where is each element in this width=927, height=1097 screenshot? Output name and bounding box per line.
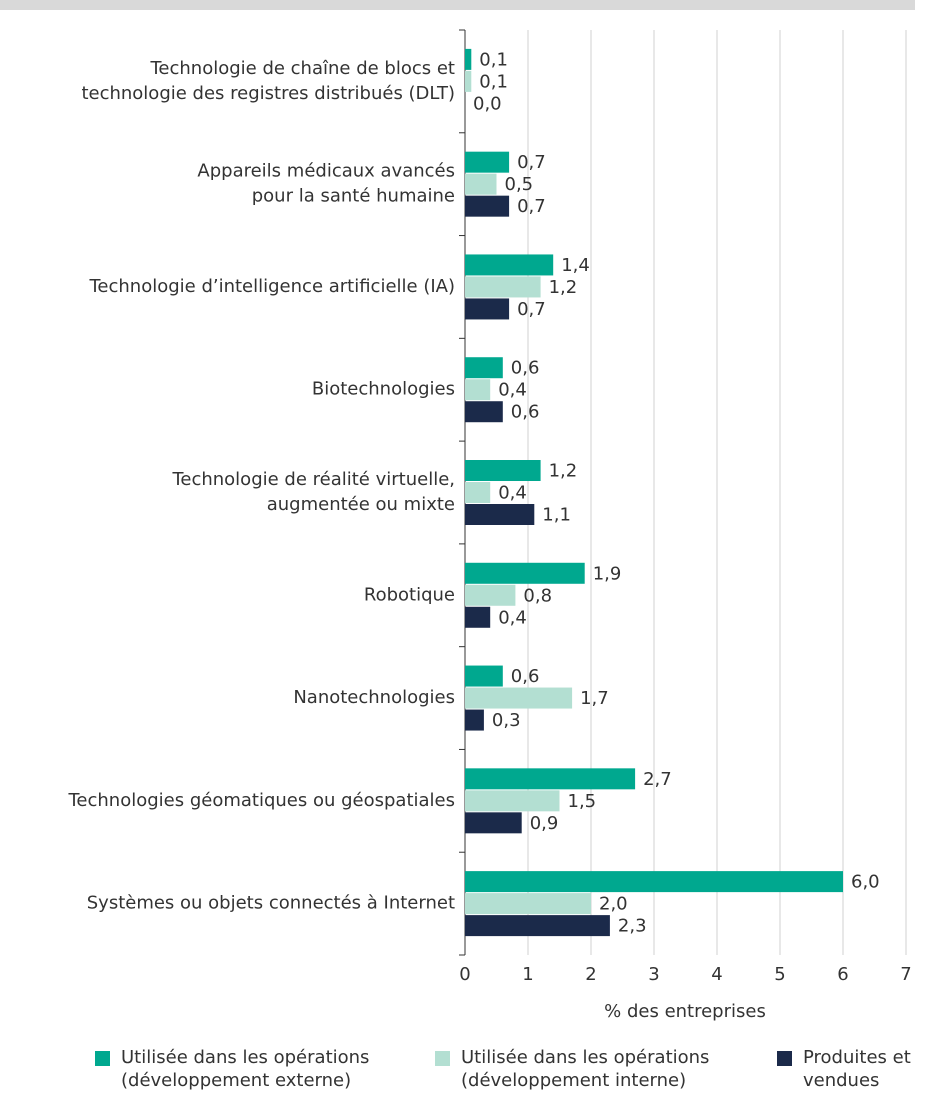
value-label: 0,4 [498, 607, 527, 628]
bar [465, 276, 541, 298]
category-label: augmentée ou mixte [267, 494, 455, 515]
bar [465, 173, 497, 195]
bar [465, 790, 560, 812]
category-label: Technologie de chaîne de blocs et [149, 58, 455, 79]
category-label: Appareils médicaux avancés [197, 161, 455, 182]
value-label: 1,4 [561, 255, 590, 276]
bar [465, 482, 491, 503]
x-axis-label: % des entreprises [604, 1001, 766, 1022]
category-label: technologie des registres distribués (DL… [81, 83, 455, 104]
bar [465, 915, 610, 937]
value-label: 1,7 [580, 688, 609, 709]
value-label: 0,8 [523, 585, 552, 606]
value-label: 0,5 [505, 174, 534, 195]
value-label: 0,7 [517, 152, 546, 173]
category-label: Technologies géomatiques ou géospatiales [67, 790, 455, 811]
category-label: Nanotechnologies [293, 687, 455, 708]
bar [465, 893, 591, 915]
value-label: 6,0 [851, 872, 880, 893]
bar [465, 709, 484, 731]
bar [465, 562, 585, 584]
value-label: 2,7 [643, 769, 672, 790]
x-tick-label: 3 [648, 964, 659, 985]
x-tick-label: 5 [774, 964, 785, 985]
x-tick-label: 0 [459, 964, 470, 985]
value-label: 1,1 [542, 505, 571, 526]
bar [465, 254, 554, 276]
value-label: 0,0 [473, 93, 502, 114]
bar [465, 151, 510, 173]
legend-entry: Utilisée dans les opérations (développem… [435, 1046, 746, 1092]
category-label: Systèmes ou objets connectés à Internet [87, 893, 455, 914]
bar [465, 195, 510, 217]
bar [465, 606, 491, 628]
bar [465, 48, 472, 70]
bar [465, 504, 535, 525]
value-label: 2,3 [618, 916, 647, 937]
bar [465, 401, 503, 423]
x-tick-label: 7 [900, 964, 911, 985]
category-label: pour la santé humaine [252, 186, 455, 207]
value-label: 0,4 [498, 483, 527, 504]
value-label: 1,9 [593, 563, 622, 584]
value-label: 0,6 [511, 402, 540, 423]
x-tick-label: 2 [585, 964, 596, 985]
bar [465, 768, 636, 790]
bar [465, 665, 503, 687]
value-label: 0,9 [530, 813, 559, 834]
category-label: Robotique [364, 584, 455, 605]
value-label: 0,1 [479, 71, 508, 92]
x-tick-label: 6 [837, 964, 848, 985]
value-label: 2,0 [599, 894, 628, 915]
value-label: 1,2 [549, 461, 578, 482]
value-label: 0,7 [517, 196, 546, 217]
legend-label: Produites et vendues [803, 1047, 911, 1091]
legend-swatch [777, 1051, 792, 1066]
value-label: 0,3 [492, 710, 521, 731]
legend-label: Utilisée dans les opérations (développem… [461, 1047, 710, 1091]
bar [465, 357, 503, 379]
bar [465, 871, 843, 893]
bar [465, 298, 510, 320]
category-label: Biotechnologies [312, 379, 455, 400]
top-bar [0, 0, 915, 10]
bar [465, 460, 541, 481]
bar [465, 687, 573, 709]
x-tick-label: 4 [711, 964, 722, 985]
value-label: 1,5 [568, 791, 597, 812]
value-label: 0,6 [511, 666, 540, 687]
x-tick-label: 1 [522, 964, 533, 985]
value-label: 0,1 [479, 49, 508, 70]
legend-label: Utilisée dans les opérations (développem… [121, 1047, 370, 1091]
legend-entry: Utilisée dans les opérations (développem… [95, 1046, 406, 1092]
category-label: Technologie d’intelligence artificielle … [88, 276, 455, 297]
legend-entry: Produites et vendues [777, 1046, 913, 1092]
value-label: 1,2 [549, 277, 578, 298]
legend-swatch [435, 1051, 450, 1066]
bar [465, 379, 491, 401]
category-label: Technologie de réalité virtuelle, [171, 469, 455, 490]
bar [465, 812, 522, 834]
bar [465, 70, 472, 92]
value-label: 0,6 [511, 358, 540, 379]
value-label: 0,4 [498, 380, 527, 401]
value-label: 0,7 [517, 299, 546, 320]
legend-swatch [95, 1051, 110, 1066]
bar [465, 584, 516, 606]
chart: % des entreprises 0 1 2 3 4 5 6 7 Technologie de… [0, 0, 915, 1022]
